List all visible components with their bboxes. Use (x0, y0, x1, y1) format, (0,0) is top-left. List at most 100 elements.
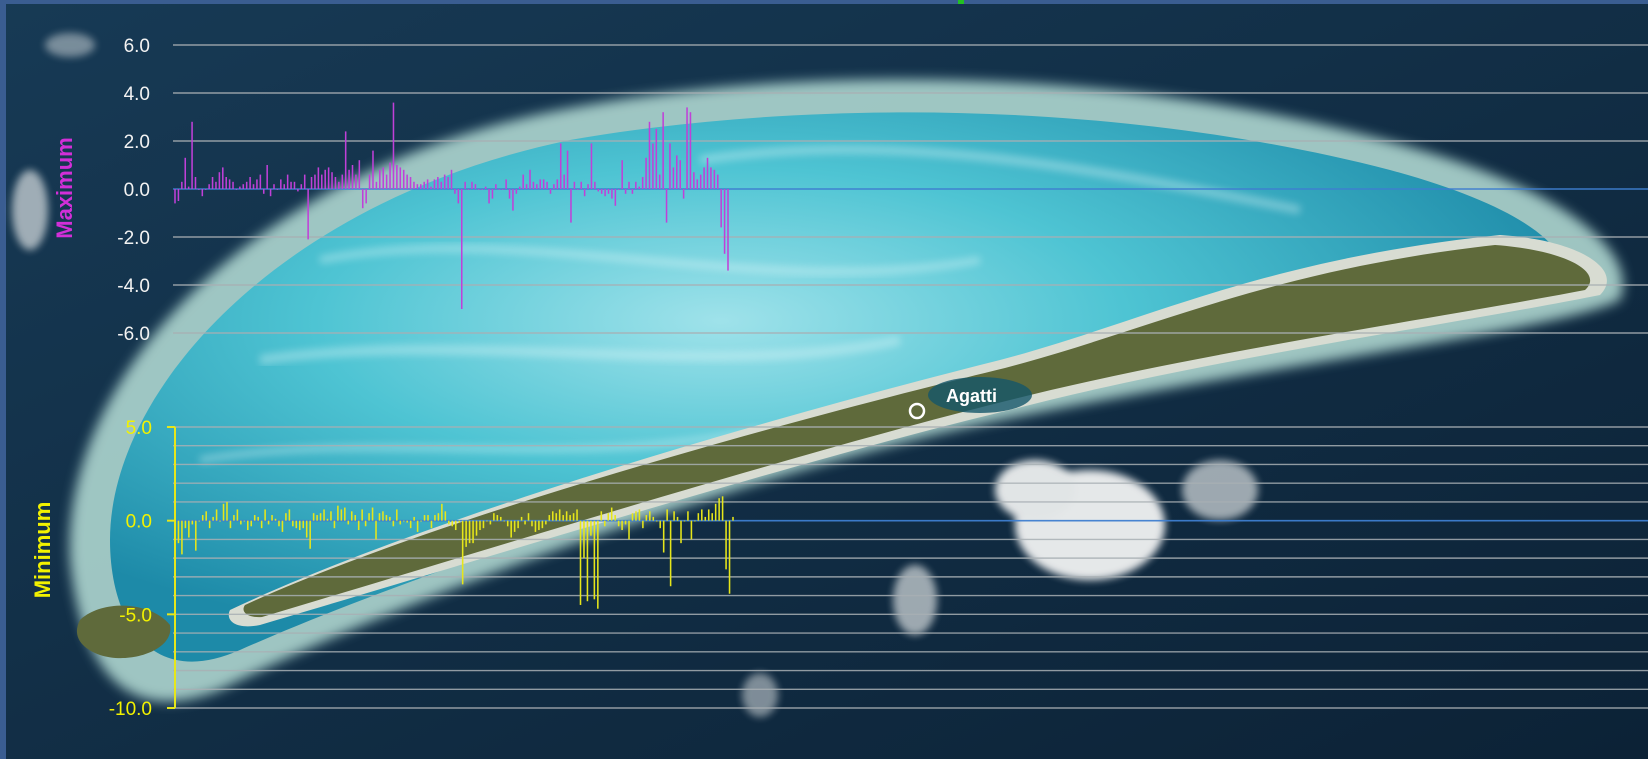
bar (354, 515, 357, 521)
bar (368, 513, 370, 521)
bar (260, 520, 263, 529)
bar (607, 513, 610, 521)
bar (655, 520, 658, 522)
bar (292, 520, 294, 527)
bar (638, 509, 641, 521)
bar (534, 520, 537, 532)
bar (399, 167, 402, 189)
bar (529, 169, 531, 189)
bar (725, 520, 727, 570)
bar (273, 184, 275, 189)
bar (430, 186, 432, 189)
bar (222, 503, 225, 521)
bar (307, 189, 309, 240)
bar (402, 169, 405, 189)
bar (496, 515, 499, 521)
bar (527, 513, 530, 521)
bar (454, 520, 457, 531)
bar (323, 509, 325, 521)
bar (433, 179, 436, 189)
bar (562, 515, 564, 521)
bar (252, 184, 255, 189)
bar (590, 143, 593, 189)
bar (416, 184, 419, 189)
bar (522, 174, 524, 189)
bar (181, 181, 183, 189)
bar (293, 181, 296, 189)
bar (222, 167, 224, 189)
bar (215, 509, 218, 521)
bar (253, 515, 256, 521)
bar (375, 181, 378, 189)
bar (662, 520, 665, 553)
bar (617, 189, 620, 190)
bar (579, 520, 582, 605)
y-tick-label: -10.0 (109, 699, 152, 720)
bar (597, 189, 600, 192)
map-place-marker: Agatti (908, 377, 1032, 420)
bar (714, 503, 717, 521)
bar (513, 520, 516, 532)
bar (333, 520, 336, 529)
bar (457, 189, 460, 204)
bar (317, 167, 320, 189)
bar (215, 181, 217, 189)
bar (539, 179, 542, 189)
bar (344, 507, 346, 521)
bar (545, 520, 547, 525)
bar (423, 515, 426, 521)
bar (267, 520, 270, 525)
bar (621, 160, 623, 189)
bar (420, 184, 422, 189)
bar (402, 520, 405, 522)
bar (198, 189, 200, 190)
bar (427, 515, 429, 521)
bar (396, 165, 398, 189)
bar (195, 520, 197, 551)
bar (250, 520, 253, 527)
bar (232, 181, 234, 189)
bar (491, 189, 494, 199)
bar (440, 181, 443, 189)
bar (648, 121, 651, 189)
bar (348, 169, 350, 189)
bar (732, 516, 734, 521)
bar (187, 186, 190, 189)
bar (669, 143, 671, 189)
bar (711, 513, 713, 521)
bar (590, 520, 592, 536)
bar (587, 184, 589, 189)
y-tick-label: 0.0 (124, 180, 150, 201)
bar (471, 181, 473, 189)
bar (201, 515, 204, 521)
bar (451, 520, 454, 527)
bar (484, 186, 487, 189)
bar (658, 174, 661, 189)
bar (665, 189, 668, 223)
bar (727, 189, 729, 271)
bar (437, 513, 440, 521)
bar (683, 520, 686, 522)
bar (594, 181, 596, 189)
bar (556, 179, 559, 189)
bar (378, 513, 381, 521)
bar (191, 121, 193, 189)
bar (358, 160, 361, 189)
bar (278, 520, 280, 527)
bar (235, 189, 238, 190)
bar (177, 520, 180, 544)
bar (177, 189, 180, 201)
bar (300, 184, 303, 189)
bar (652, 143, 654, 189)
bar (652, 516, 655, 521)
bar (495, 184, 497, 189)
bar (689, 112, 692, 189)
bar (337, 505, 339, 521)
bar (319, 513, 322, 521)
bar (720, 189, 722, 228)
bar (201, 189, 204, 197)
bar (503, 520, 506, 522)
bar (181, 520, 183, 555)
